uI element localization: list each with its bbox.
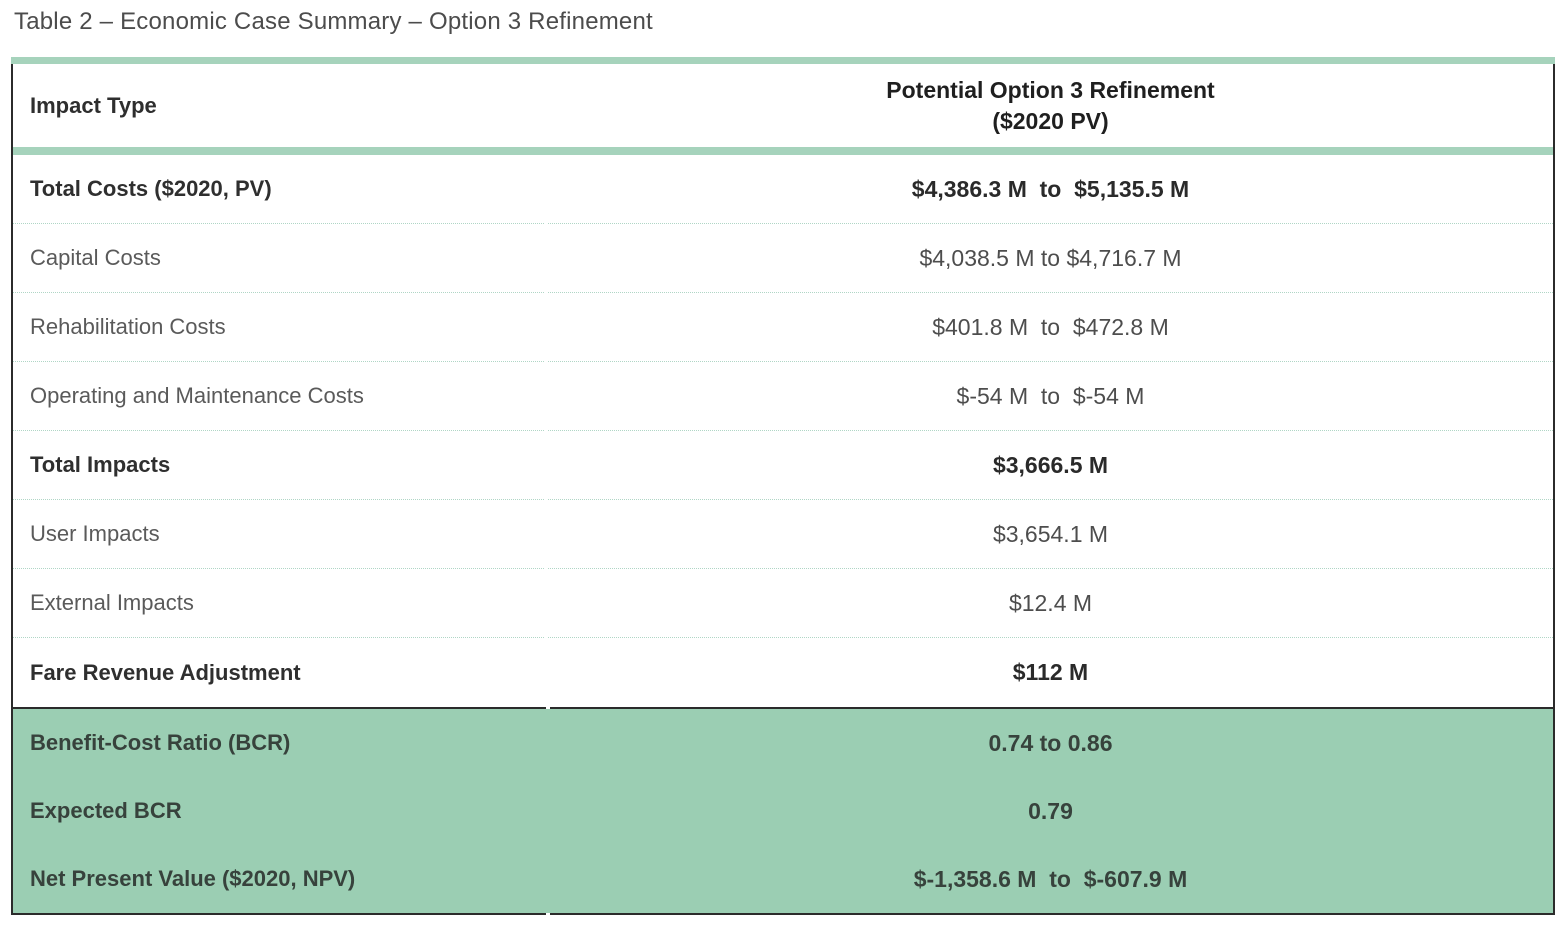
table-top-accent-bar [11,57,1555,64]
row-value: $4,038.5 M to $4,716.7 M [548,224,1553,293]
row-value: $-1,358.6 M to $-607.9 M [913,865,1188,892]
summary-top-border-left [13,707,546,709]
table-row: Fare Revenue Adjustment $112 M [13,638,1553,707]
table-caption: Table 2 – Economic Case Summary – Option… [14,8,653,35]
row-value: $3,666.5 M [548,431,1553,500]
column-header-option3-line1: Potential Option 3 Refinement [886,76,1215,103]
table-row: Benefit-Cost Ratio (BCR) 0.74 to 0.86 [13,709,1553,777]
row-label: Net Present Value ($2020, NPV) [30,866,356,891]
header-accent-bar [13,147,1553,155]
row-value: $4,386.3 M to $5,135.5 M [548,155,1553,224]
table-row: Operating and Maintenance Costs $-54 M t… [13,362,1553,431]
row-label: Capital Costs [13,224,544,293]
row-value: $3,654.1 M [548,500,1553,569]
row-value: $12.4 M [548,569,1553,638]
row-label: User Impacts [13,500,544,569]
summary-top-border-gap [546,707,550,709]
table-bottom-border-gap [546,913,550,915]
economic-case-table: Impact Type Potential Option 3 Refinemen… [11,57,1555,915]
column-header-option3: Potential Option 3 Refinement ($2020 PV) [548,64,1553,147]
row-label: Operating and Maintenance Costs [13,362,544,431]
table-bottom-border [13,913,1553,915]
table-row: Rehabilitation Costs $401.8 M to $472.8 … [13,293,1553,362]
table-row: Net Present Value ($2020, NPV) $-1,358.6… [13,845,1553,913]
row-value: $401.8 M to $472.8 M [548,293,1553,362]
row-label: Expected BCR [30,798,182,823]
table-body: Impact Type Potential Option 3 Refinemen… [11,64,1555,915]
table-bottom-border-left [13,913,546,915]
data-rows-section: Total Costs ($2020, PV) $4,386.3 M to $5… [13,155,1553,707]
row-label: Fare Revenue Adjustment [13,638,544,707]
column-header-option3-line2: ($2020 PV) [992,107,1109,134]
row-label: Total Impacts [13,431,544,500]
row-label: Benefit-Cost Ratio (BCR) [30,730,291,755]
row-label: Rehabilitation Costs [13,293,544,362]
table-row: User Impacts $3,654.1 M [13,500,1553,569]
table-row: Capital Costs $4,038.5 M to $4,716.7 M [13,224,1553,293]
column-header-impact-type: Impact Type [13,64,544,147]
row-value: $-54 M to $-54 M [548,362,1553,431]
table-row: Expected BCR 0.79 [13,777,1553,845]
summary-top-border-right [550,707,1553,709]
table-header-row: Impact Type Potential Option 3 Refinemen… [13,64,1553,147]
summary-top-border [13,707,1553,709]
row-value: $112 M [548,638,1553,707]
row-label: External Impacts [13,569,544,638]
row-label: Total Costs ($2020, PV) [13,155,544,224]
table-row: Total Costs ($2020, PV) $4,386.3 M to $5… [13,155,1553,224]
table-row: External Impacts $12.4 M [13,569,1553,638]
row-value: 0.79 [1028,797,1073,824]
summary-section: Benefit-Cost Ratio (BCR) 0.74 to 0.86 Ex… [13,709,1553,913]
table-bottom-border-right [550,913,1553,915]
table-row: Total Impacts $3,666.5 M [13,431,1553,500]
row-value: 0.74 to 0.86 [988,729,1113,756]
